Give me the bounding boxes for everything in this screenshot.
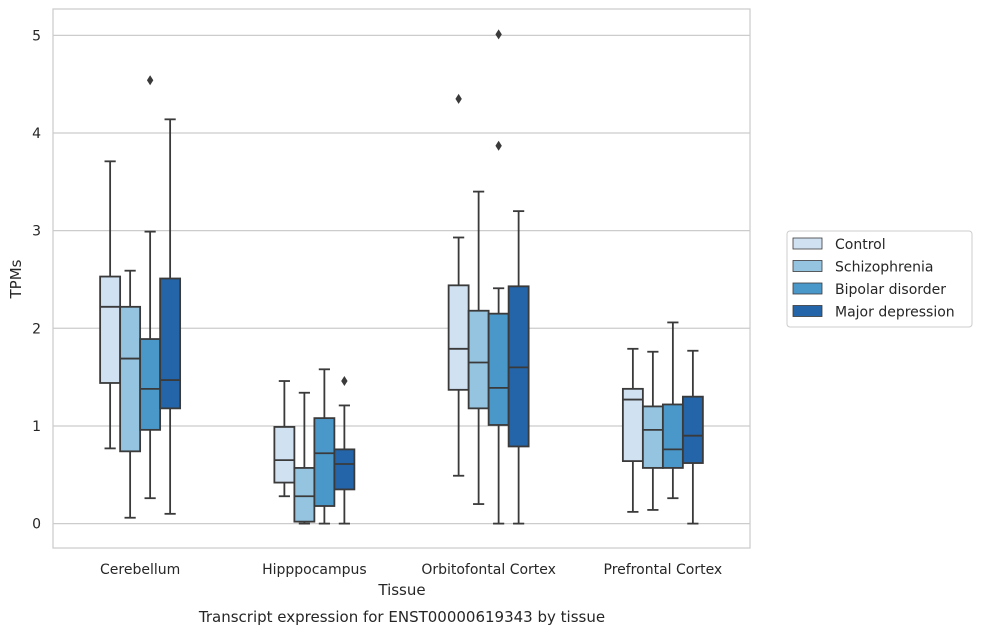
outlier-point xyxy=(455,93,462,104)
chart-caption: Transcript expression for ENST0000061934… xyxy=(198,608,605,626)
box-iqr xyxy=(681,395,704,464)
y-tick-label: 5 xyxy=(32,28,41,44)
legend-frame xyxy=(786,230,973,328)
box-1-2 xyxy=(273,380,296,498)
outlier-point xyxy=(495,140,502,151)
outlier-point xyxy=(146,75,154,86)
box-2-4 xyxy=(641,350,664,511)
box-iqr xyxy=(661,403,684,469)
x-tick-label: Prefrontal Cortex xyxy=(604,562,723,578)
box-4-3 xyxy=(507,210,530,525)
legend-swatch xyxy=(792,305,823,317)
box-2-1 xyxy=(119,269,142,519)
y-tick-label: 0 xyxy=(32,517,41,533)
box-iqr xyxy=(99,275,122,384)
box-4-4 xyxy=(681,349,704,525)
legend-swatch xyxy=(792,237,823,250)
box-iqr xyxy=(641,405,664,469)
box-3-1 xyxy=(139,75,162,500)
box-iqr xyxy=(507,285,530,448)
box-iqr xyxy=(447,284,470,391)
y-tick-label: 3 xyxy=(32,224,41,240)
x-tick-label: Orbitofontal Cortex xyxy=(421,562,556,578)
legend-label: Bipolar disorder xyxy=(835,282,946,298)
x-tick-label: Hipppocampus xyxy=(262,562,367,578)
y-tick-label: 2 xyxy=(32,321,41,337)
box-iqr xyxy=(273,426,296,484)
box-series xyxy=(99,29,704,525)
box-iqr xyxy=(487,312,510,426)
legend-label: Control xyxy=(835,237,886,253)
plot-frame xyxy=(52,8,751,549)
box-2-2 xyxy=(293,391,316,525)
y-tick-labels: 0 1 2 3 4 5 xyxy=(32,28,41,532)
y-tick-label: 1 xyxy=(32,419,41,435)
box-4-2 xyxy=(333,376,356,525)
box-iqr xyxy=(333,448,356,491)
y-axis-label: TPMs xyxy=(7,259,25,299)
box-1-3 xyxy=(447,93,470,477)
box-1-4 xyxy=(621,347,644,513)
x-tick-labels: Cerebellum Hipppocampus Orbitofontal Corte… xyxy=(100,562,722,578)
box-iqr xyxy=(467,309,490,410)
y-tick-label: 4 xyxy=(32,126,41,142)
outlier-point xyxy=(341,376,348,387)
legend-label: Schizophrenia xyxy=(835,260,933,276)
box-iqr xyxy=(313,417,336,507)
box-iqr xyxy=(139,338,162,431)
outlier-point xyxy=(495,29,502,40)
box-2-3 xyxy=(467,190,490,505)
box-1-1 xyxy=(99,160,122,450)
box-iqr xyxy=(159,277,182,410)
legend-label: Major depression xyxy=(835,305,955,321)
legend: Control Schizophrenia Bipolar disorder Majo… xyxy=(786,230,973,328)
box-4-1 xyxy=(159,118,182,515)
box-3-2 xyxy=(313,368,336,525)
box-iqr xyxy=(293,467,316,523)
legend-swatch xyxy=(792,282,823,295)
box-3-4 xyxy=(661,321,684,500)
box-iqr xyxy=(119,305,142,453)
legend-swatch xyxy=(792,260,823,272)
x-tick-label: Cerebellum xyxy=(100,562,180,578)
box-3-3 xyxy=(487,29,510,525)
x-axis-label: Tissue xyxy=(377,581,425,599)
